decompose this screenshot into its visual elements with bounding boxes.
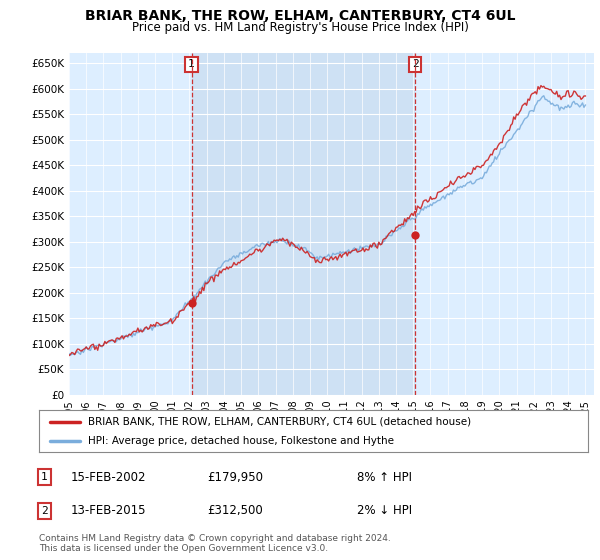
Bar: [191, 53, 415, 395]
Text: HPI: Average price, detached house, Folkestone and Hythe: HPI: Average price, detached house, Folk…: [88, 436, 394, 446]
Text: 13-FEB-2015: 13-FEB-2015: [71, 504, 146, 517]
Text: Contains HM Land Registry data © Crown copyright and database right 2024.
This d: Contains HM Land Registry data © Crown c…: [39, 534, 391, 553]
Text: BRIAR BANK, THE ROW, ELHAM, CANTERBURY, CT4 6UL: BRIAR BANK, THE ROW, ELHAM, CANTERBURY, …: [85, 9, 515, 23]
Text: 1: 1: [41, 472, 47, 482]
Text: 2% ↓ HPI: 2% ↓ HPI: [357, 504, 412, 517]
Text: £312,500: £312,500: [207, 504, 263, 517]
Text: £179,950: £179,950: [207, 470, 263, 484]
Text: BRIAR BANK, THE ROW, ELHAM, CANTERBURY, CT4 6UL (detached house): BRIAR BANK, THE ROW, ELHAM, CANTERBURY, …: [88, 417, 472, 427]
Text: 2: 2: [41, 506, 47, 516]
Text: 8% ↑ HPI: 8% ↑ HPI: [357, 470, 412, 484]
Text: 15-FEB-2002: 15-FEB-2002: [71, 470, 146, 484]
Text: 1: 1: [188, 59, 195, 69]
Text: Price paid vs. HM Land Registry's House Price Index (HPI): Price paid vs. HM Land Registry's House …: [131, 21, 469, 34]
Text: 2: 2: [412, 59, 419, 69]
